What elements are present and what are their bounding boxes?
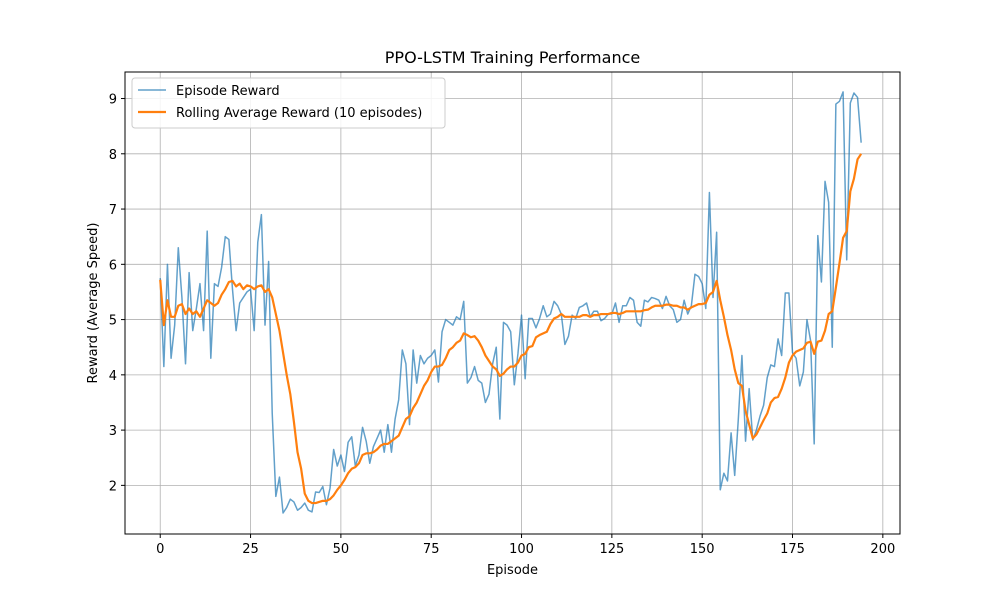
y-axis-label: Reward (Average Speed) [86,223,101,384]
y-tick-label: 8 [109,148,117,163]
y-tick-label: 7 [109,203,117,218]
y-tick-label: 3 [109,424,117,439]
series-line-1 [159,91,862,514]
x-tick-label: 25 [242,542,259,557]
x-axis-label: Episode [487,563,538,578]
series-layer [159,91,863,514]
x-tick-label: 50 [333,542,350,557]
x-tick-label: 200 [870,542,895,557]
y-tick-label: 5 [109,314,117,329]
x-tick-label: 75 [423,542,440,557]
series-line-2 [159,153,863,505]
legend-label-2: Rolling Average Reward (10 episodes) [176,106,422,121]
legend-box [131,77,446,129]
legend-label-1: Episode Reward [176,84,280,99]
y-tick-label: 4 [109,369,117,384]
grid [125,72,900,534]
y-tick-label: 2 [109,479,117,494]
plot-frame [124,71,901,535]
legend: Episode Reward Rolling Average Reward (10… [131,77,446,129]
x-tick-label: 150 [690,542,715,557]
x-tick-label: 125 [599,542,624,557]
x-tick-label: 100 [509,542,534,557]
y-tick-label: 6 [109,258,117,273]
chart-title: PPO-LSTM Training Performance [385,48,640,67]
y-tick-label: 9 [109,93,117,108]
x-tick-label: 0 [156,542,164,557]
x-tick-label: 175 [780,542,805,557]
ticks: 0 25 50 75 100 125 150 175 200 2 3 4 5 6 7 8 9 [109,93,896,557]
